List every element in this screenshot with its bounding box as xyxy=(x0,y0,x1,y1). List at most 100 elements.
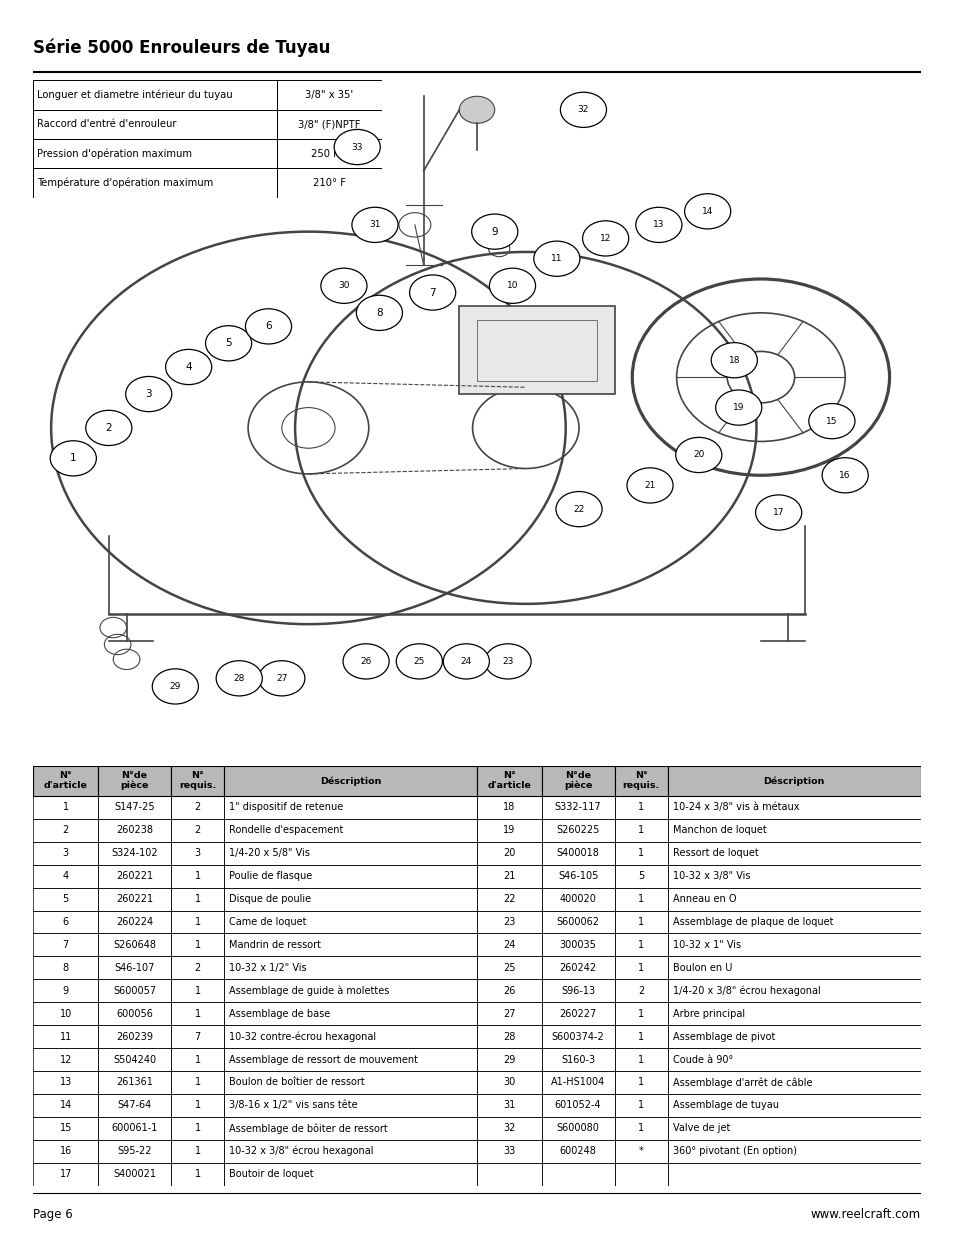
Circle shape xyxy=(534,241,579,277)
Text: Longuer et diametre intérieur du tuyau: Longuer et diametre intérieur du tuyau xyxy=(37,90,233,100)
Text: S47-64: S47-64 xyxy=(117,1100,152,1110)
Text: Boulon en U: Boulon en U xyxy=(673,963,732,973)
Bar xyxy=(667,956,920,979)
Bar xyxy=(667,795,920,819)
Circle shape xyxy=(755,495,801,530)
Text: S504240: S504240 xyxy=(112,1055,156,1065)
Text: 14: 14 xyxy=(60,1100,71,1110)
Circle shape xyxy=(126,377,172,411)
Bar xyxy=(476,979,541,1003)
Text: 1: 1 xyxy=(194,1055,200,1065)
Text: Assemblage de pivot: Assemblage de pivot xyxy=(673,1031,775,1041)
Text: 12: 12 xyxy=(599,233,611,243)
Text: 33: 33 xyxy=(503,1146,515,1156)
Text: 260242: 260242 xyxy=(559,963,596,973)
Text: 8: 8 xyxy=(63,963,69,973)
Text: 1: 1 xyxy=(194,1146,200,1156)
Bar xyxy=(171,1003,224,1025)
Bar xyxy=(667,1094,920,1116)
Text: 19: 19 xyxy=(732,403,743,412)
Text: 1: 1 xyxy=(70,453,76,463)
Text: 3/8" (F)NPTF: 3/8" (F)NPTF xyxy=(297,120,360,130)
Text: *: * xyxy=(639,1146,643,1156)
Text: 24: 24 xyxy=(502,940,515,950)
Bar xyxy=(276,80,381,110)
Text: S260648: S260648 xyxy=(112,940,156,950)
Text: 260221: 260221 xyxy=(116,894,152,904)
Text: 29: 29 xyxy=(170,682,181,690)
Bar xyxy=(614,1094,667,1116)
Text: S400018: S400018 xyxy=(557,848,598,858)
Bar xyxy=(476,1025,541,1049)
Text: 3: 3 xyxy=(63,848,69,858)
Circle shape xyxy=(166,350,212,384)
Text: 3: 3 xyxy=(194,848,200,858)
Text: 31: 31 xyxy=(369,220,380,230)
Bar xyxy=(33,1071,98,1094)
Circle shape xyxy=(635,207,681,242)
Text: S600080: S600080 xyxy=(557,1124,598,1134)
Bar xyxy=(224,1094,476,1116)
Text: N°
d'article: N° d'article xyxy=(44,772,88,790)
Bar xyxy=(33,979,98,1003)
Text: 260239: 260239 xyxy=(116,1031,152,1041)
Circle shape xyxy=(471,214,517,249)
Bar xyxy=(224,766,476,795)
Circle shape xyxy=(205,326,252,361)
Circle shape xyxy=(352,207,397,242)
Text: 22: 22 xyxy=(502,894,515,904)
Bar xyxy=(476,864,541,888)
Bar xyxy=(171,910,224,934)
Text: S147-25: S147-25 xyxy=(114,803,154,813)
Bar xyxy=(667,1003,920,1025)
Text: Assemblage de ressort de mouvement: Assemblage de ressort de mouvement xyxy=(230,1055,418,1065)
Text: 400020: 400020 xyxy=(559,894,596,904)
Circle shape xyxy=(711,342,757,378)
Text: 20: 20 xyxy=(693,451,703,459)
Text: 1: 1 xyxy=(638,918,643,927)
Bar xyxy=(171,819,224,842)
Bar xyxy=(33,842,98,864)
Text: 600056: 600056 xyxy=(116,1009,152,1019)
Text: 7: 7 xyxy=(429,288,436,298)
Bar xyxy=(98,979,171,1003)
Text: 15: 15 xyxy=(59,1124,71,1134)
Text: 7: 7 xyxy=(63,940,69,950)
Text: 1/4-20 x 3/8" écrou hexagonal: 1/4-20 x 3/8" écrou hexagonal xyxy=(673,986,820,995)
Text: Arbre principal: Arbre principal xyxy=(673,1009,744,1019)
Bar xyxy=(614,1162,667,1186)
Bar xyxy=(224,910,476,934)
Bar xyxy=(224,842,476,864)
Bar xyxy=(171,766,224,795)
Bar xyxy=(476,888,541,910)
Bar xyxy=(98,842,171,864)
Bar xyxy=(541,1094,614,1116)
Bar xyxy=(33,888,98,910)
Bar xyxy=(171,1140,224,1162)
Text: 23: 23 xyxy=(502,657,514,666)
Text: Assemblage de bôiter de ressort: Assemblage de bôiter de ressort xyxy=(230,1123,388,1134)
Text: 2: 2 xyxy=(106,422,112,433)
Text: 28: 28 xyxy=(233,674,245,683)
Circle shape xyxy=(443,643,489,679)
Bar xyxy=(541,1116,614,1140)
Text: 16: 16 xyxy=(839,471,850,479)
Bar xyxy=(98,910,171,934)
Text: 14: 14 xyxy=(701,206,713,216)
Text: 210° F: 210° F xyxy=(313,178,346,188)
Bar xyxy=(33,1049,98,1071)
Text: Assemblage de plaque de loquet: Assemblage de plaque de loquet xyxy=(673,918,833,927)
Bar xyxy=(98,1162,171,1186)
Text: Pression d'opération maximum: Pression d'opération maximum xyxy=(37,148,192,159)
Text: 10-32 x 3/8" Vis: 10-32 x 3/8" Vis xyxy=(673,871,750,881)
Bar xyxy=(541,888,614,910)
Text: 10-32 x 1" Vis: 10-32 x 1" Vis xyxy=(673,940,740,950)
Text: 23: 23 xyxy=(502,918,515,927)
Text: S46-105: S46-105 xyxy=(558,871,598,881)
Bar xyxy=(224,1162,476,1186)
Bar xyxy=(541,1025,614,1049)
Text: 1: 1 xyxy=(638,894,643,904)
Bar xyxy=(476,1140,541,1162)
Bar xyxy=(476,1116,541,1140)
Bar xyxy=(667,934,920,956)
